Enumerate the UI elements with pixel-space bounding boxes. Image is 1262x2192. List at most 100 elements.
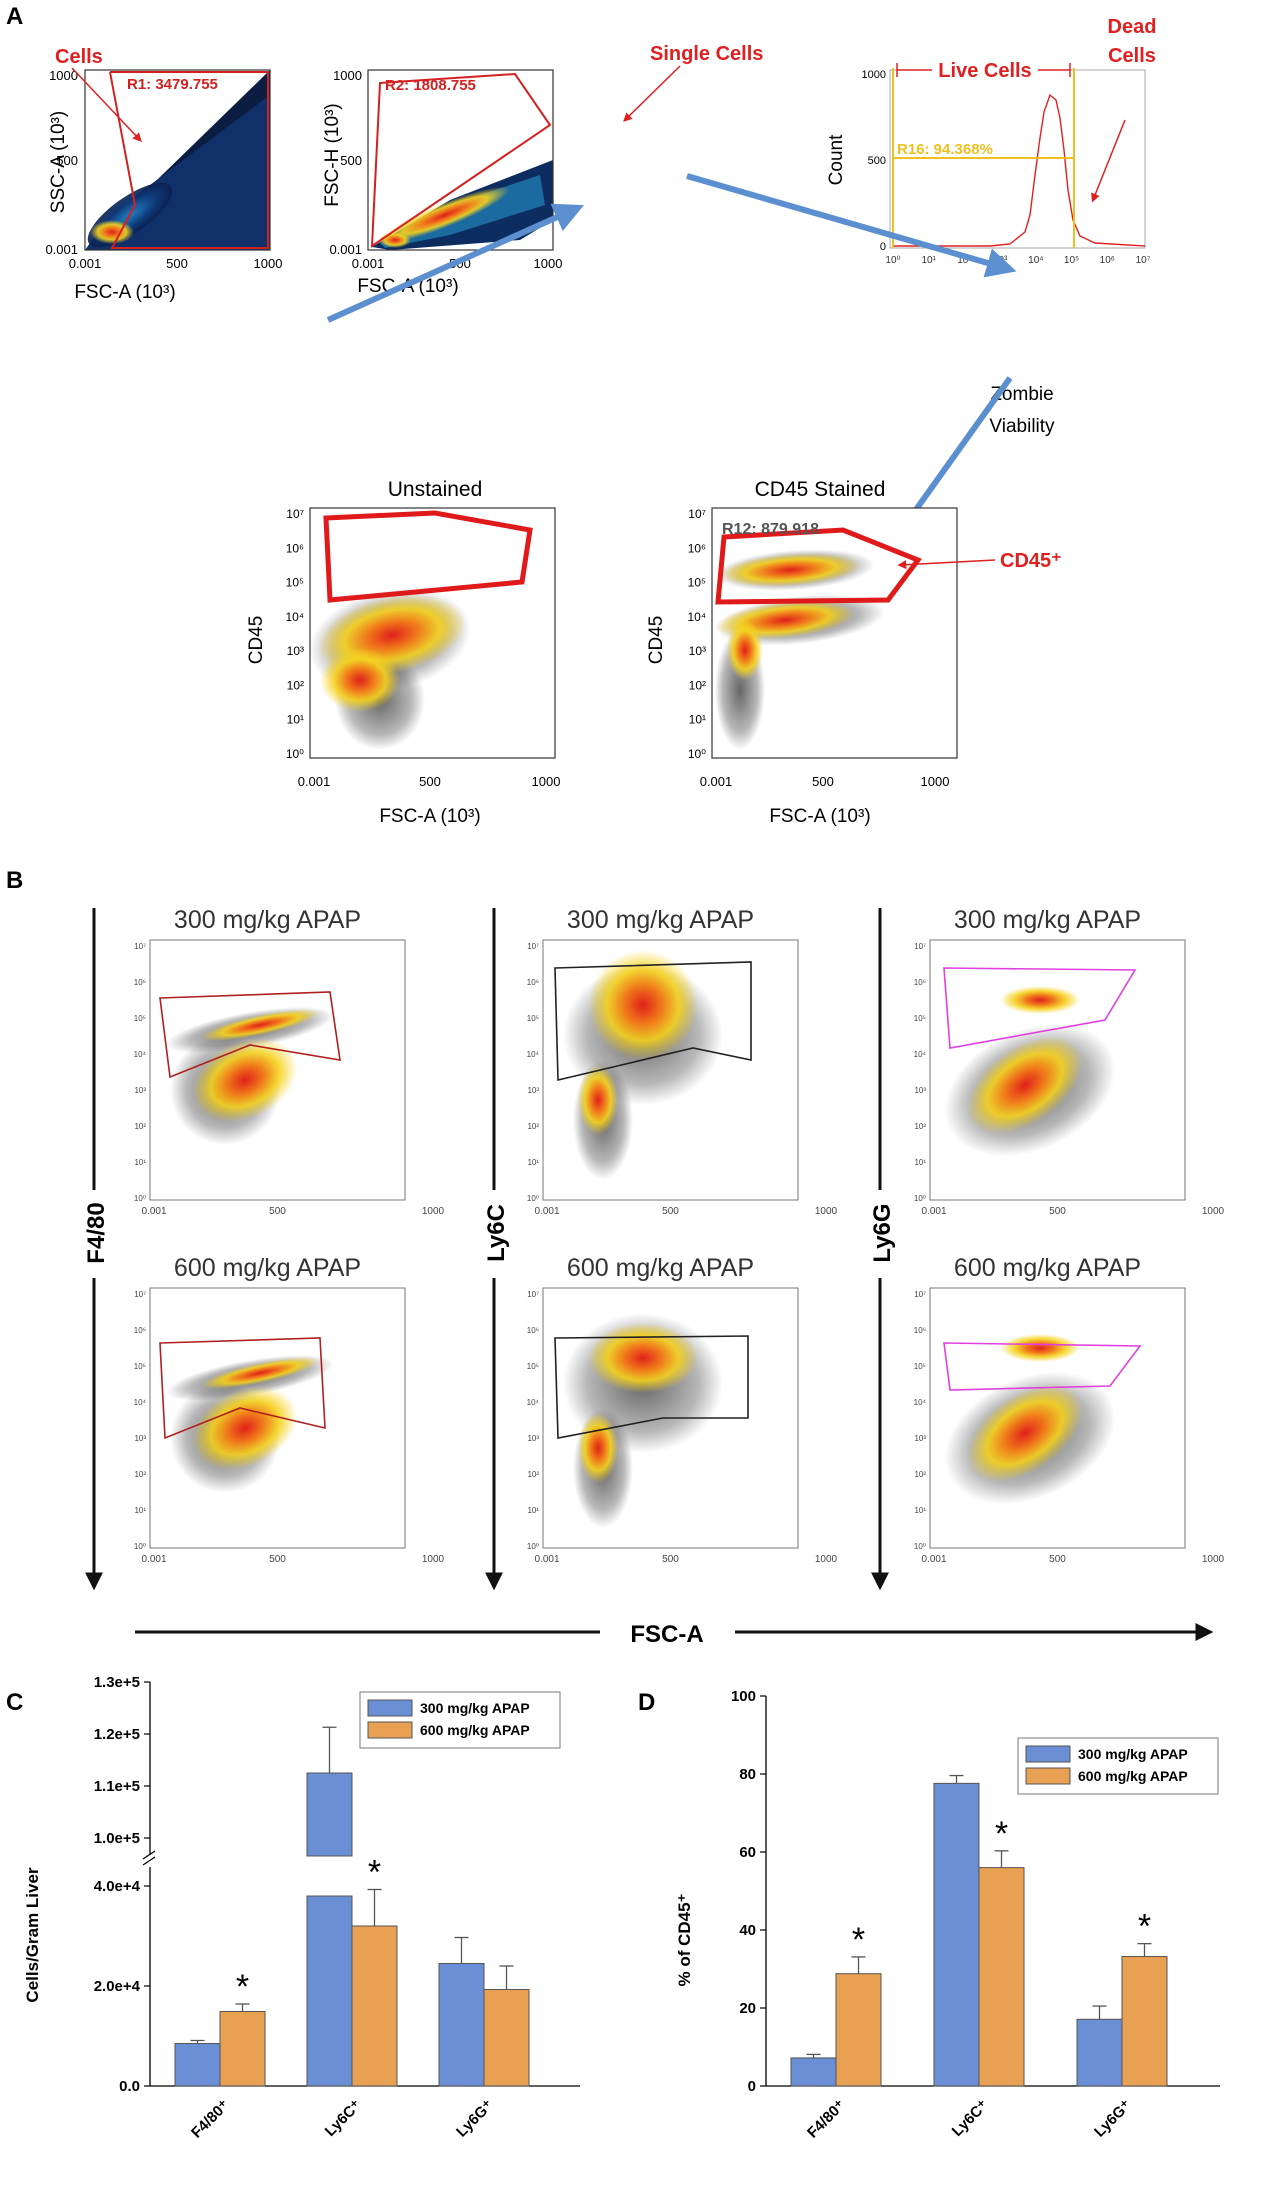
- plot5-title: CD45 Stained: [755, 478, 886, 501]
- flow-ytick: 10⁷: [914, 1290, 926, 1299]
- chart-percent-cd45: % of CD45⁺ 100 80 60 40 20 0 * F4/80⁺ * Ly6C⁺ * Ly6…: [675, 1688, 1220, 2142]
- ylabel-f480: F4/80: [83, 1202, 110, 1263]
- legend-swatch: [367, 1721, 413, 1739]
- flow-ytick: 10⁰: [134, 1542, 146, 1551]
- flow-xtick: 1000: [422, 1554, 445, 1565]
- flow-xtick: 1000: [422, 1206, 445, 1217]
- bar: [835, 1973, 882, 2087]
- flow-ytick: 10³: [914, 1086, 926, 1095]
- plot3-xtick: 10⁰: [885, 255, 900, 266]
- flow-ytick: 10⁰: [527, 1194, 539, 1203]
- chart-xtick: Ly6C⁺: [322, 2097, 365, 2140]
- plot5-xtick: 1000: [921, 774, 950, 789]
- chart-legend: 300 mg/kg APAP 600 mg/kg APAP: [1017, 1737, 1219, 1795]
- chart-ytick: 1.3e+5: [94, 1674, 140, 1691]
- plot-cd45-stained: R12: 879.918 10⁷ 10⁶ 10⁵ 10⁴ 10³ 10² 10¹ 10⁰ 0.…: [646, 478, 1062, 827]
- flow-ytick: 10¹: [134, 1158, 146, 1167]
- plot5-ytick: 10¹: [689, 713, 706, 727]
- chart-ytick: 4.0e+4: [94, 1878, 141, 1895]
- plot4-title: Unstained: [388, 478, 483, 501]
- significance-star: *: [368, 1854, 381, 1892]
- flow-ytick: 10⁴: [914, 1050, 927, 1059]
- flow-xtick: 0.001: [534, 1206, 559, 1217]
- plot5-xtick: 500: [812, 774, 834, 789]
- flow-plot-title: 300 mg/kg APAP: [174, 906, 361, 934]
- panel-c-label: C: [6, 1689, 23, 1716]
- flow-xtick: 0.001: [141, 1206, 166, 1217]
- flow-ytick: 10⁶: [527, 978, 539, 987]
- flow-plot: 600 mg/kg APAP 10⁷ 10⁶ 10⁵ 10⁴ 10³ 10² 10¹ 10⁰ 0.…: [527, 1254, 838, 1565]
- plot5-ytick: 10⁵: [688, 576, 706, 590]
- cd45-annotation: CD45⁺: [1000, 550, 1062, 572]
- plot5-ytick: 10³: [689, 644, 706, 658]
- flow-ytick: 10⁴: [527, 1398, 540, 1407]
- dead-cells-label-1: Dead: [1108, 16, 1157, 38]
- flow-ytick: 10⁷: [134, 1290, 146, 1299]
- ylabel-ly6g: Ly6G: [869, 1203, 896, 1262]
- flow-xtick: 0.001: [921, 1206, 946, 1217]
- bar: [219, 2011, 266, 2087]
- significance-star: *: [236, 1968, 249, 2006]
- flow-ytick: 10⁷: [914, 942, 926, 951]
- bar: [438, 1963, 485, 2087]
- flow-plot-title: 600 mg/kg APAP: [954, 1254, 1141, 1282]
- chart-legend: 300 mg/kg APAP 600 mg/kg APAP: [359, 1691, 561, 1749]
- plot4-xlabel: FSC-A (10³): [379, 806, 480, 827]
- bar: [933, 1782, 980, 2087]
- chart-ytick: 100: [731, 1688, 756, 1705]
- flow-ytick: 10⁰: [134, 1194, 146, 1203]
- chart-ytick: 40: [739, 1922, 756, 1939]
- chart-ytick: 1.1e+5: [94, 1778, 140, 1795]
- plot1-xtick: 1000: [254, 256, 283, 271]
- plot3-xlabel-1: Zombie: [990, 384, 1053, 405]
- plot4-xtick: 500: [419, 774, 441, 789]
- flow-xtick: 1000: [1202, 1554, 1225, 1565]
- flow-ytick: 10⁵: [527, 1362, 539, 1371]
- significance-star: *: [995, 1815, 1008, 1853]
- flow-ytick: 10⁴: [134, 1050, 147, 1059]
- flow-ytick: 10¹: [914, 1158, 926, 1167]
- plot3-ylabel: Count: [826, 134, 847, 185]
- plot3-ytick: 1000: [862, 69, 886, 81]
- plot1-ylabel: SSC-A (10³): [48, 111, 69, 213]
- legend-swatch: [1025, 1767, 1071, 1785]
- plot4-ytick: 10⁶: [286, 541, 304, 555]
- flow-ytick: 10²: [134, 1470, 146, 1479]
- flow-xtick: 1000: [1202, 1206, 1225, 1217]
- flow-xtick: 0.001: [141, 1554, 166, 1565]
- gate-r2-label: R2: 1808.755: [385, 77, 476, 94]
- chart-ytick: 2.0e+4: [94, 1978, 141, 1995]
- flow-plot: 300 mg/kg APAP 10⁷ 10⁶ 10⁵ 10⁴ 10³ 10² 10¹ 10⁰ 0.…: [527, 906, 838, 1217]
- flow-plot-title: 600 mg/kg APAP: [567, 1254, 754, 1282]
- plot1-xtick: 500: [166, 256, 188, 271]
- flow-ytick: 10²: [527, 1470, 539, 1479]
- flow-ytick: 10⁴: [134, 1398, 147, 1407]
- flow-xtick: 500: [269, 1554, 286, 1565]
- live-cells-label: Live Cells: [938, 60, 1031, 82]
- gate-r1-label: R1: 3479.755: [127, 76, 218, 93]
- significance-star: *: [1138, 1908, 1151, 1946]
- plot2-xtick: 1000: [534, 256, 563, 271]
- flow-ytick: 10¹: [914, 1506, 926, 1515]
- plot3-xtick: 10⁶: [1100, 255, 1115, 266]
- plot2-xtick: 0.001: [352, 256, 385, 271]
- flow-ytick: 10⁴: [914, 1398, 927, 1407]
- flow-ytick: 10⁰: [914, 1194, 926, 1203]
- bar: [1121, 1956, 1168, 2087]
- plot4-ytick: 10³: [287, 644, 304, 658]
- chart-ytick: 60: [739, 1844, 756, 1861]
- flow-ytick: 10⁷: [134, 942, 146, 951]
- plot4-ytick: 10⁴: [285, 610, 304, 624]
- plot3-xtick: 10²: [957, 255, 972, 266]
- plot1-ytick: 0.001: [45, 242, 78, 257]
- plot1-xtick: 0.001: [69, 256, 102, 271]
- flow-xtick: 0.001: [534, 1554, 559, 1565]
- plot5-xlabel: FSC-A (10³): [769, 806, 870, 827]
- legend-swatch: [1025, 1745, 1071, 1763]
- plot5-ytick: 10²: [689, 678, 706, 692]
- flow-ytick: 10²: [527, 1122, 539, 1131]
- ylabel-ly6c: Ly6C: [483, 1204, 510, 1262]
- dead-cells-label-2: Cells: [1108, 45, 1156, 67]
- gate-r12-label: R12: 879.918: [722, 521, 819, 538]
